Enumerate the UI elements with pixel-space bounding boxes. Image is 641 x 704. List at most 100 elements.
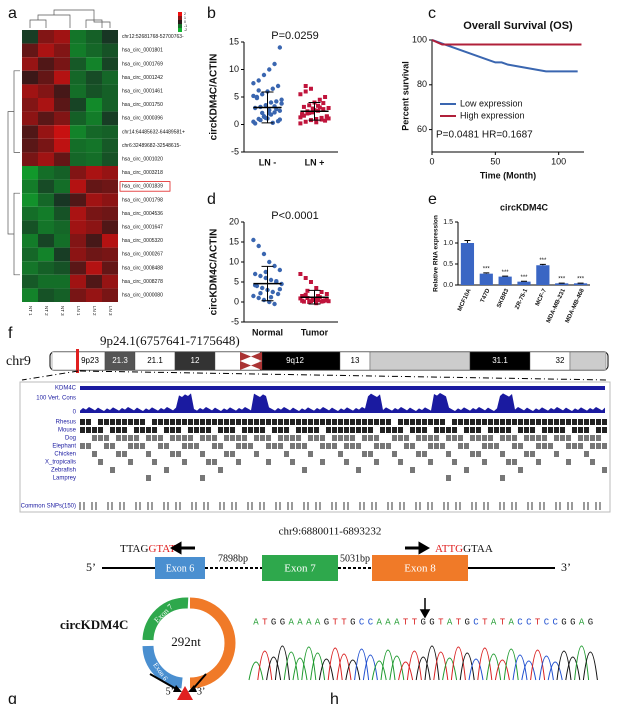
heatmap-cell <box>102 206 118 221</box>
alignment-block <box>332 435 337 441</box>
alignment-block <box>278 435 283 441</box>
base: G <box>570 617 575 627</box>
alignment-block <box>194 419 199 425</box>
colorbar-cell <box>178 24 182 28</box>
heatmap-cell <box>102 43 118 58</box>
alignment-block <box>146 475 151 481</box>
y-tick-label: 5 <box>234 91 239 101</box>
y-tick-label: 60 <box>417 124 427 134</box>
alignment-block <box>506 427 511 433</box>
alignment-block <box>476 427 481 433</box>
exon <box>372 555 468 581</box>
alignment-block <box>266 443 271 449</box>
alignment-block <box>170 451 175 457</box>
alignment-block <box>590 435 595 441</box>
alignment-block <box>560 435 565 441</box>
right-sequence: ATTGGTAA <box>435 543 493 555</box>
alignment-block <box>212 443 217 449</box>
base: A <box>288 617 294 627</box>
alignment-block <box>584 427 589 433</box>
alignment-block <box>326 443 331 449</box>
heatmap-cell <box>70 234 86 248</box>
alignment-block <box>212 459 217 465</box>
alignment-block <box>320 435 325 441</box>
alignment-block <box>392 451 397 457</box>
alignment-block <box>536 443 541 449</box>
alignment-block <box>368 451 373 457</box>
alignment-block <box>362 435 367 441</box>
alignment-block <box>164 427 169 433</box>
base: G <box>280 617 285 627</box>
alignment-block <box>200 419 205 425</box>
panel-label: d <box>207 191 216 208</box>
circrna-name: circKDM4C <box>60 617 128 632</box>
alignment-block <box>212 419 217 425</box>
intron-length: 5031bp <box>340 553 370 564</box>
heatmap-cell <box>22 111 38 126</box>
row-label: chr14:64485632-64489581+ <box>122 129 185 135</box>
heatmap-cell <box>86 30 102 44</box>
heatmap-cell <box>38 43 54 58</box>
heatmap-cell <box>22 274 38 289</box>
alignment-block <box>584 435 589 441</box>
trace-peak <box>538 655 554 681</box>
y-tick-label: 15 <box>229 236 239 246</box>
alignment-block <box>386 443 391 449</box>
alignment-block <box>332 443 337 449</box>
heatmap-cell <box>22 261 38 275</box>
alignment-block <box>284 419 289 425</box>
base: T <box>535 617 541 627</box>
heatmap-cell <box>70 84 86 98</box>
alignment-block <box>416 451 421 457</box>
heatmap-cell <box>102 70 118 85</box>
point <box>258 273 263 279</box>
dendrogram <box>7 70 20 276</box>
trace-peak <box>354 648 370 681</box>
heatmap-cell <box>86 206 102 221</box>
trace-peak <box>274 645 290 681</box>
heatmap-cell <box>102 166 118 180</box>
y-tick-label: 80 <box>417 79 427 89</box>
alignment-block <box>272 419 277 425</box>
centromere <box>240 352 262 370</box>
alignment-block <box>512 419 517 425</box>
point <box>317 97 322 102</box>
column-label: LN 3 <box>108 306 113 316</box>
heatmap-cell <box>22 84 38 98</box>
chromosome-band <box>214 351 261 371</box>
alignment-block <box>566 435 571 441</box>
heatmap-cell <box>22 193 38 207</box>
band-label: 32 <box>556 356 565 365</box>
alignment-block <box>338 419 343 425</box>
point <box>251 81 256 86</box>
base: A <box>447 617 453 627</box>
alignment-block <box>572 443 577 449</box>
chromosome-band <box>369 351 471 371</box>
alignment-block <box>446 475 451 481</box>
alignment-block <box>404 443 409 449</box>
significance: *** <box>520 275 528 281</box>
alignment-block <box>428 419 433 425</box>
alignment-block <box>344 427 349 433</box>
intron-length: 7898bp <box>218 553 248 564</box>
trace-peak <box>424 645 440 681</box>
x-tick-label: 50 <box>490 156 500 166</box>
point <box>256 88 261 93</box>
point <box>267 259 272 265</box>
point <box>261 114 267 120</box>
trace-peak <box>345 659 361 681</box>
alignment-block <box>152 435 157 441</box>
alignment-block <box>524 451 529 457</box>
heatmap-cell <box>22 98 38 112</box>
column-label: LN 2 <box>92 306 97 316</box>
point <box>263 103 268 108</box>
alignment-block <box>182 419 187 425</box>
alignment-block <box>500 475 505 481</box>
alignment-block <box>524 419 529 425</box>
alignment-block <box>380 427 385 433</box>
alignment-block <box>500 451 505 457</box>
alignment-block <box>374 435 379 441</box>
heatmap-cell <box>54 179 70 194</box>
heatmap-cell <box>70 274 86 289</box>
alignment-block <box>344 419 349 425</box>
